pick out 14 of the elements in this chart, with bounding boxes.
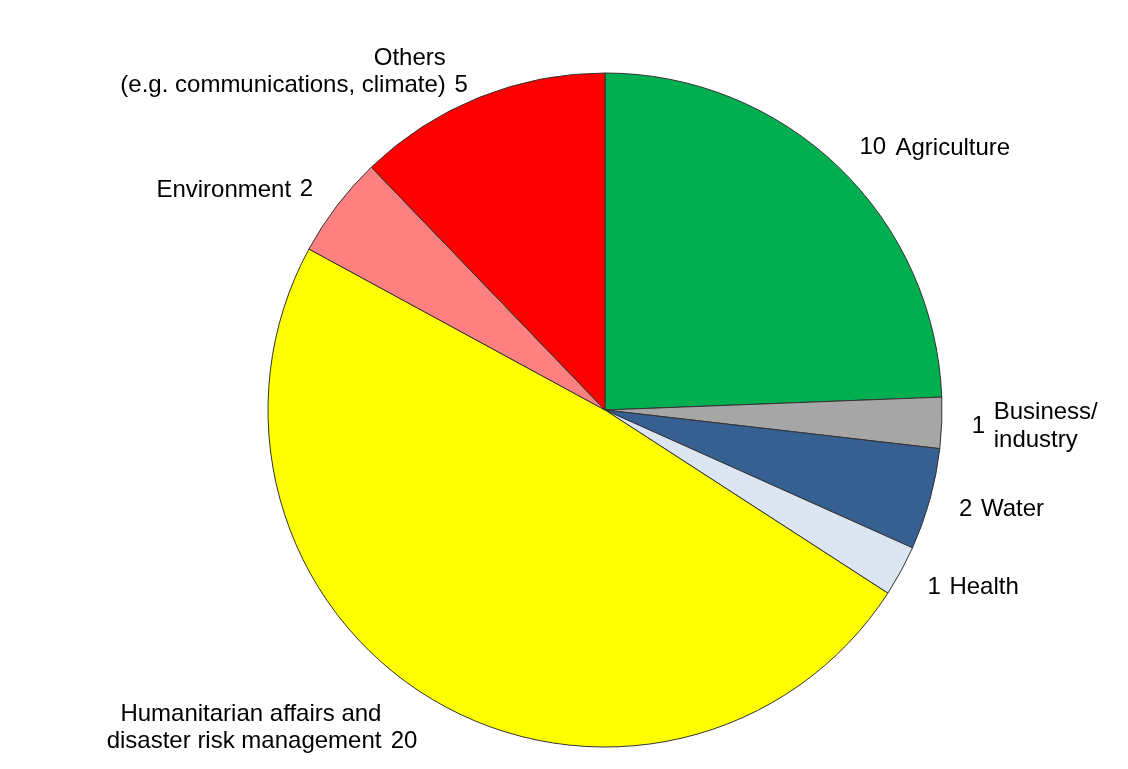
- data-label: 1: [927, 571, 941, 599]
- slice-label: Business/ industry: [993, 396, 1099, 452]
- slice-label: Water: [980, 493, 1045, 521]
- slice-label: Others (e.g. communications, climate): [120, 42, 446, 97]
- data-label: 1: [971, 410, 986, 438]
- data-label: 10: [859, 132, 887, 160]
- data-label: 5: [454, 69, 468, 97]
- data-label: 20: [390, 725, 418, 753]
- slice-label: Health: [949, 571, 1019, 599]
- data-label: 2: [958, 493, 973, 521]
- slice-label: Agriculture: [895, 132, 1011, 160]
- slice-label: Humanitarian affairs and disaster risk management: [106, 698, 382, 753]
- slice-label: Environment: [156, 174, 292, 202]
- data-label: 2: [299, 174, 314, 202]
